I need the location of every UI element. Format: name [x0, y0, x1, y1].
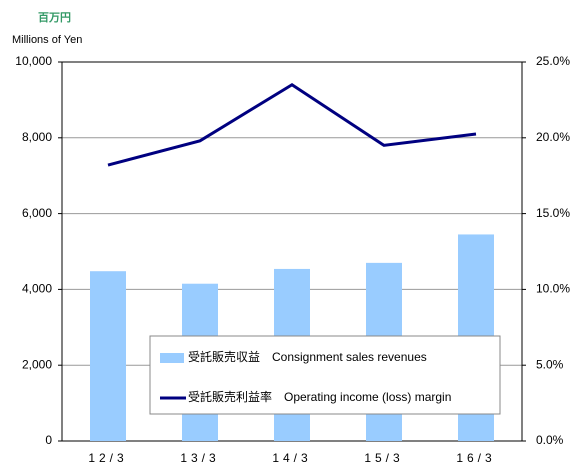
x-tick-label: 15/3 — [364, 451, 403, 464]
y2-tick-label: 5.0% — [536, 357, 564, 371]
legend-swatch — [160, 353, 184, 363]
legend-label: 受託販売利益率 Operating income (loss) margin — [188, 389, 451, 404]
legend-label: 受託販売収益 Consignment sales revenues — [188, 349, 427, 364]
legend-box — [149, 335, 501, 415]
x-tick-label: 13/3 — [180, 451, 219, 464]
y-tick-label: 4,000 — [22, 282, 52, 296]
y-tick-label: 8,000 — [22, 130, 52, 144]
y2-tick-label: 25.0% — [536, 54, 570, 68]
y2-tick-label: 15.0% — [536, 206, 570, 220]
y-tick-label: 2,000 — [22, 357, 52, 371]
unit-label-en: Millions of Yen — [12, 34, 82, 46]
y-tick-label: 10,000 — [15, 54, 52, 68]
x-tick-label: 16/3 — [456, 451, 495, 464]
line — [107, 82, 477, 167]
x-tick-label: 12/3 — [88, 451, 127, 464]
y-tick-label: 0 — [45, 433, 52, 447]
y2-tick-label: 0.0% — [536, 433, 564, 447]
unit-label-jp: 百万円 — [38, 11, 71, 24]
x-tick-label: 14/3 — [272, 451, 311, 464]
y2-tick-label: 20.0% — [536, 130, 570, 144]
y2-tick-label: 10.0% — [536, 282, 570, 296]
bar — [90, 271, 126, 441]
y-tick-label: 6,000 — [22, 206, 52, 220]
